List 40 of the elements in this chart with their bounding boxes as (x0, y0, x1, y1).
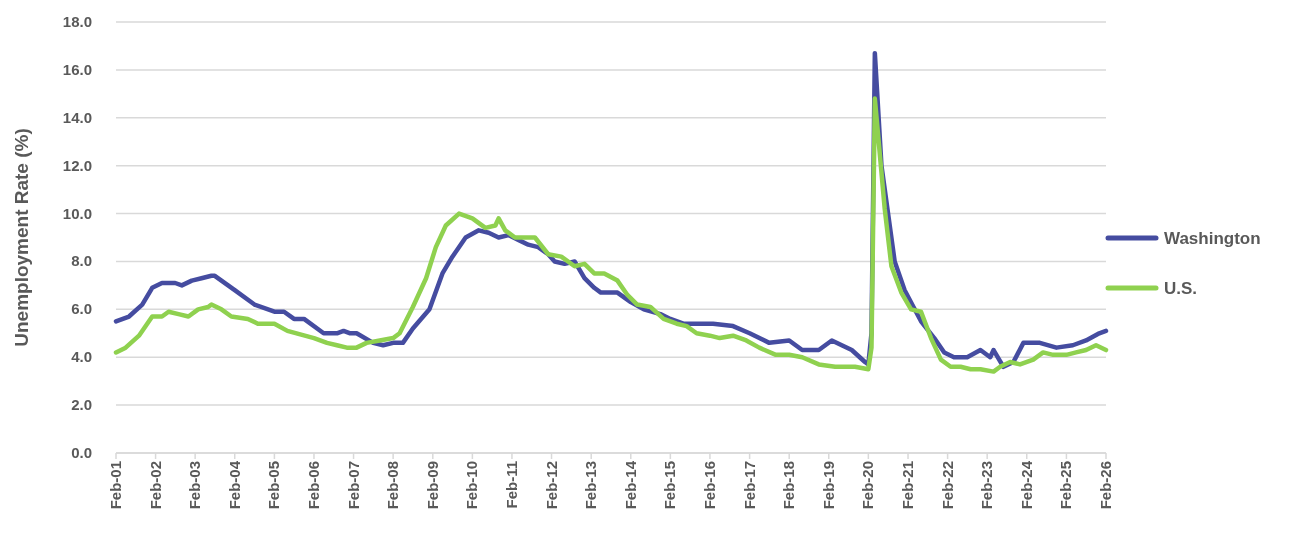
x-tick-label: Feb-14 (621, 460, 639, 510)
x-tick-label: Feb-09 (423, 461, 441, 510)
x-tick-label: Feb-02 (146, 461, 164, 510)
x-tick-label: Feb-05 (265, 461, 283, 510)
legend-label: U.S. (1164, 279, 1198, 298)
legend-label: Washington (1164, 229, 1261, 248)
x-tick-label: Feb-16 (700, 461, 718, 510)
x-tick-label: Feb-20 (859, 461, 877, 510)
x-tick-label: Feb-25 (1057, 461, 1075, 510)
x-tick-label: Feb-12 (542, 461, 560, 510)
y-tick-label: 12.0 (62, 156, 92, 174)
x-tick-label: Feb-26 (1097, 461, 1114, 510)
x-tick-label: Feb-08 (384, 461, 402, 510)
x-tick-label: Feb-17 (740, 461, 758, 510)
line-series (113, 96, 1109, 374)
y-tick-label: 2.0 (71, 396, 92, 414)
x-tick-label: Feb-18 (780, 461, 798, 510)
x-tick-label: Feb-07 (344, 461, 362, 510)
y-tick-label: 0.0 (71, 444, 92, 461)
y-axis-title: Unemployment Rate (%) (11, 128, 32, 347)
x-tick-label: Feb-22 (938, 461, 956, 510)
x-tick-label: Feb-23 (978, 461, 996, 510)
x-tick-label: Feb-19 (819, 461, 837, 510)
y-tick-label: 14.0 (62, 108, 92, 126)
y-tick-label: 16.0 (62, 60, 92, 78)
x-tick-label: Feb-03 (186, 461, 204, 510)
x-tick-label: Feb-06 (304, 461, 322, 510)
x-tick-label: Feb-15 (661, 461, 679, 510)
y-tick-label: 10.0 (62, 204, 92, 222)
x-tick-label: Feb-21 (899, 461, 917, 510)
x-tick-label: Feb-10 (463, 461, 481, 510)
x-tick-label: Feb-24 (1017, 460, 1035, 510)
x-tick-label: Feb-04 (225, 460, 243, 510)
y-tick-label: 6.0 (71, 300, 92, 318)
x-tick-label: Feb-01 (107, 461, 124, 510)
y-tick-label: 4.0 (71, 348, 92, 366)
x-tick-label: Feb-13 (582, 461, 600, 510)
y-tick-label: 8.0 (71, 252, 92, 270)
y-tick-label: 18.0 (62, 13, 92, 30)
x-tick-label: Feb-11 (502, 461, 520, 509)
